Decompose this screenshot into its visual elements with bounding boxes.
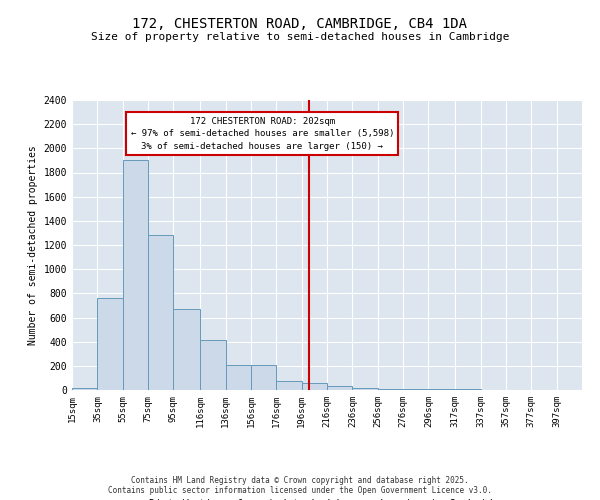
Bar (378, 389, 403, 390)
Bar (302, 383, 327, 390)
Bar (276, 381, 302, 390)
Text: Size of property relative to semi-detached houses in Cambridge: Size of property relative to semi-detach… (91, 32, 509, 42)
Bar (226, 364, 251, 390)
Text: 172 CHESTERTON ROAD: 202sqm
← 97% of semi-detached houses are smaller (5,598)
3%: 172 CHESTERTON ROAD: 202sqm ← 97% of sem… (131, 117, 394, 151)
Bar (200, 340, 226, 390)
Bar (97, 298, 123, 390)
Y-axis label: Number of semi-detached properties: Number of semi-detached properties (28, 145, 38, 345)
Text: 172, CHESTERTON ROAD, CAMBRIDGE, CB4 1DA: 172, CHESTERTON ROAD, CAMBRIDGE, CB4 1DA (133, 18, 467, 32)
Text: Contains HM Land Registry data © Crown copyright and database right 2025.
Contai: Contains HM Land Registry data © Crown c… (108, 476, 492, 495)
Bar (352, 388, 378, 390)
Bar (148, 236, 173, 390)
Bar (72, 388, 97, 390)
Bar (123, 160, 148, 390)
Bar (251, 364, 276, 390)
Bar (173, 309, 200, 390)
Bar (327, 386, 352, 390)
